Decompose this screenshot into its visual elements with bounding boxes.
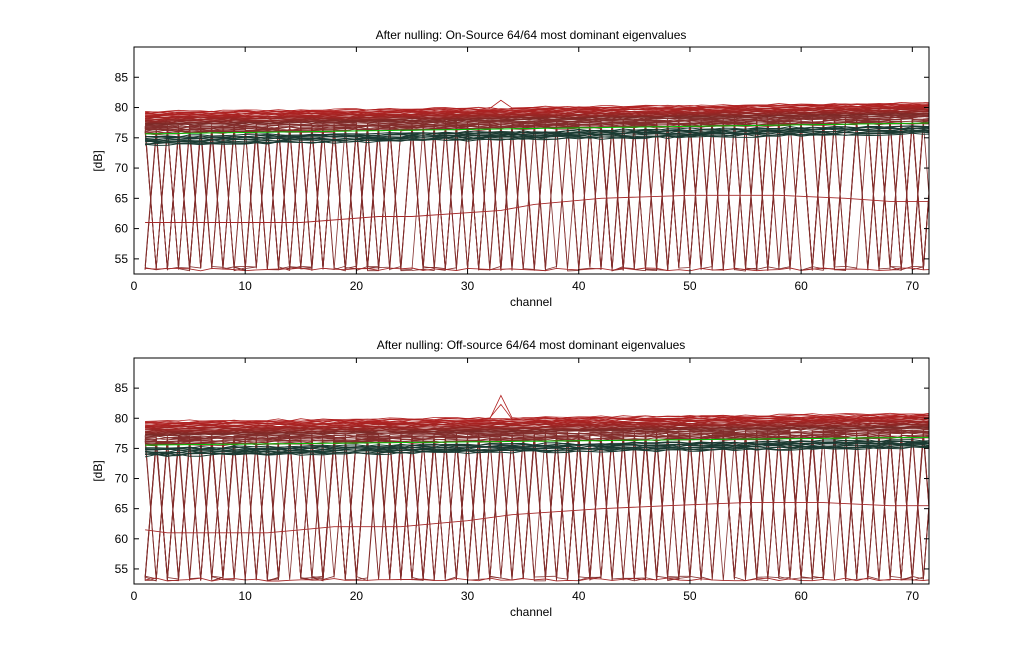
- eigenvalue-series: [145, 414, 929, 424]
- chart-title: After nulling: Off-source 64/64 most dom…: [377, 338, 686, 352]
- axes-frame: [133, 357, 930, 585]
- baseline-series: [145, 577, 929, 582]
- x-tick-label: 50: [683, 589, 697, 603]
- dense-series: [144, 446, 929, 458]
- y-tick-label: 55: [115, 562, 129, 576]
- y-tick-label: 75: [115, 131, 129, 145]
- eigenvalue-series: [144, 120, 929, 272]
- eigenvalue-series: [145, 434, 929, 581]
- x-tick-label: 10: [239, 589, 253, 603]
- y-axis-label: [dB]: [91, 150, 105, 171]
- dense-series: [145, 129, 929, 143]
- eigenvalue-series: [145, 119, 929, 272]
- step-series: [145, 502, 929, 534]
- eigenvalue-series: [145, 428, 929, 581]
- eigenvalue-series: [145, 429, 929, 581]
- y-tick-label: 75: [115, 441, 129, 455]
- y-tick-label: 65: [115, 191, 129, 205]
- x-tick-label: 50: [683, 279, 697, 293]
- y-tick-label: 70: [115, 472, 129, 486]
- y-tick-label: 65: [115, 502, 129, 516]
- x-axis-label: channel: [510, 295, 552, 309]
- y-tick-label: 85: [115, 70, 129, 84]
- baseline-series: [145, 267, 929, 272]
- eigenvalue-series: [144, 122, 929, 272]
- x-tick-label: 40: [572, 589, 586, 603]
- step-series: [145, 194, 929, 223]
- y-tick-label: 80: [115, 411, 129, 425]
- eigenvalue-series: [145, 416, 929, 426]
- eigenvalue-series: [145, 434, 929, 581]
- x-axis-label: channel: [510, 605, 552, 619]
- x-tick-label: 20: [350, 589, 364, 603]
- x-tick-label: 40: [572, 279, 586, 293]
- y-tick-label: 55: [115, 252, 129, 266]
- y-axis-label: [dB]: [91, 460, 105, 481]
- x-tick-label: 30: [461, 279, 475, 293]
- x-tick-label: 10: [239, 279, 253, 293]
- x-tick-label: 70: [906, 279, 920, 293]
- x-tick-label: 0: [131, 279, 138, 293]
- x-tick-label: 0: [131, 589, 138, 603]
- y-tick-label: 60: [115, 222, 129, 236]
- y-tick-label: 85: [115, 381, 129, 395]
- eigenvalue-series: [145, 108, 929, 122]
- x-tick-label: 60: [794, 279, 808, 293]
- x-tick-label: 70: [906, 589, 920, 603]
- axes-frame: [133, 46, 930, 275]
- chart-title: After nulling: On-Source 64/64 most domi…: [376, 28, 687, 42]
- axes-on-source: After nulling: On-Source 64/64 most domi…: [91, 28, 930, 309]
- axes-off-source: After nulling: Off-source 64/64 most dom…: [91, 338, 930, 619]
- green-series: [145, 122, 929, 135]
- plot-area: [144, 99, 929, 272]
- x-tick-label: 20: [350, 279, 364, 293]
- x-tick-label: 30: [461, 589, 475, 603]
- eigenvalue-series: [145, 435, 929, 582]
- plot-area: [144, 394, 929, 582]
- x-tick-label: 60: [794, 589, 808, 603]
- dense-series: [145, 132, 929, 146]
- y-tick-label: 70: [115, 161, 129, 175]
- dense-series: [145, 442, 929, 453]
- y-tick-label: 60: [115, 532, 129, 546]
- eigenvalue-series: [145, 423, 929, 434]
- dense-series: [145, 127, 929, 140]
- green-series: [145, 436, 929, 446]
- eigenvalue-series: [145, 112, 929, 125]
- y-tick-label: 80: [115, 101, 129, 115]
